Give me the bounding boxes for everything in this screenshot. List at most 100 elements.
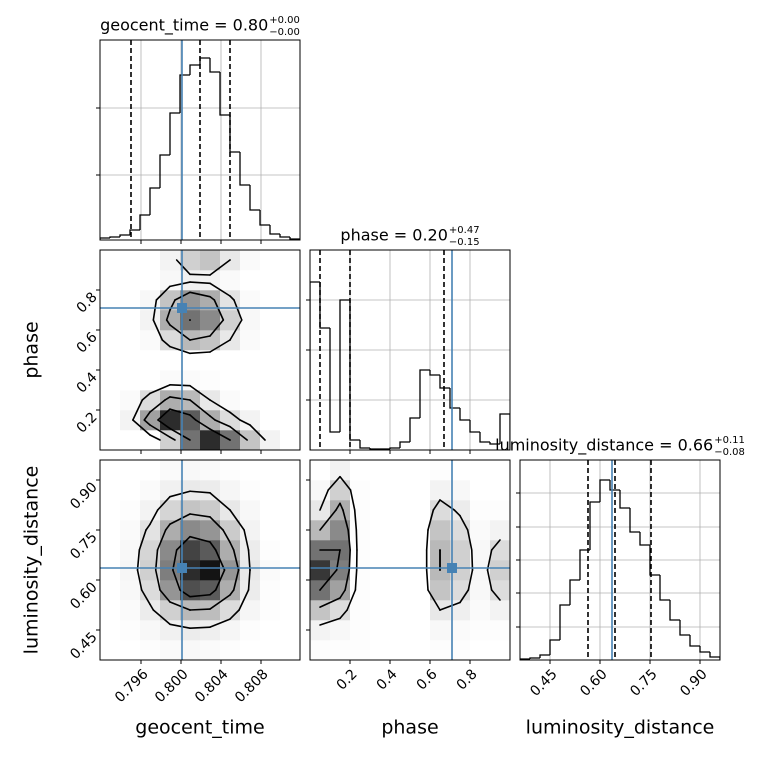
density-cell (120, 330, 141, 351)
density-cell (120, 560, 141, 581)
contour-segment (209, 415, 216, 421)
density-cell (140, 480, 161, 501)
panel: geocent_time = 0.80 +0.00−0.00 (96, 15, 301, 244)
contour-segment (189, 593, 211, 598)
x-tick-label: 0.8 (454, 666, 481, 693)
density-cell (100, 390, 121, 411)
contour-segment (169, 513, 191, 525)
density-cell (120, 310, 141, 331)
density-cell (280, 580, 300, 601)
contour-segment (189, 291, 211, 298)
density-cell (490, 480, 510, 501)
density-cell (220, 600, 241, 621)
density-cell (390, 520, 411, 541)
histogram-step (100, 237, 110, 240)
contour-segment (432, 499, 441, 511)
contour-segment (149, 434, 161, 441)
contour-segment (339, 475, 352, 491)
panel-frame (309, 459, 511, 661)
density-cell (200, 430, 221, 450)
panel-frame (99, 249, 301, 451)
density-cell (200, 480, 221, 501)
density-cell (140, 540, 161, 561)
density-cell (470, 500, 491, 521)
contour-segment (132, 419, 151, 436)
density-cell (200, 540, 221, 561)
density-cell (260, 540, 281, 561)
density-cell (140, 460, 161, 481)
density-cell (260, 640, 281, 660)
density-cell (120, 370, 141, 391)
contour-segment (157, 419, 171, 430)
histogram-step (599, 479, 610, 502)
contour-segment (189, 273, 211, 276)
density-cell (390, 640, 411, 660)
contour-segment (155, 285, 171, 301)
density-cell (260, 600, 281, 621)
y-axis-label: luminosity_distance (21, 466, 43, 655)
histogram-step (529, 657, 540, 659)
density-cell (260, 430, 281, 450)
density-cell (490, 640, 510, 660)
contour-segment (138, 529, 147, 551)
x-tick-label: 0.800 (152, 666, 192, 706)
histogram-step (179, 74, 190, 113)
density-cell (100, 560, 121, 581)
density-cell (370, 500, 391, 521)
density-cell (120, 600, 141, 621)
density-cell (220, 350, 241, 371)
contour-segment (209, 541, 217, 551)
contour-segment (154, 549, 159, 571)
contour-segment (209, 399, 231, 414)
title-upper-error: +0.11 (714, 435, 745, 446)
x-tick-label: 0.4 (374, 666, 401, 693)
histogram-step (589, 501, 600, 550)
density-cell (350, 600, 371, 621)
density-cell (120, 640, 141, 660)
density-cell (240, 500, 261, 521)
contour-segment (347, 529, 351, 551)
y-tick-label: 0.8 (74, 289, 101, 316)
density-cell (220, 520, 241, 541)
contour-segment (229, 609, 240, 620)
density-cell (180, 250, 201, 271)
contour-segment (319, 617, 341, 626)
histogram-step (489, 442, 500, 445)
title-lower-error: −0.00 (269, 27, 300, 38)
density-cell (330, 520, 351, 541)
density-cell (140, 560, 161, 581)
density-cell (200, 370, 221, 391)
contour-segment (169, 490, 191, 498)
histogram-step (259, 210, 270, 226)
contour-segment (152, 299, 158, 321)
x-tick-label: 0.90 (677, 666, 710, 699)
density-cell (370, 580, 391, 601)
contour-segment (490, 589, 501, 601)
density-cell (410, 480, 431, 501)
density-cell (490, 620, 510, 641)
contour-segment (339, 609, 348, 620)
histogram-step (349, 300, 360, 441)
contour-segment (157, 408, 171, 421)
density-cell (200, 460, 221, 481)
contour-segment (149, 509, 159, 526)
density-cell (100, 620, 121, 641)
contour-segment (209, 594, 231, 610)
density-cell (490, 600, 510, 621)
density-cell (160, 350, 181, 371)
density-cell (260, 250, 281, 271)
density-cell (140, 370, 161, 391)
density-cell (350, 520, 371, 541)
histogram-step (639, 532, 650, 546)
x-tick-label: 0.808 (232, 666, 272, 706)
density-cell (240, 580, 261, 601)
panel: 0.2 0.4 0.6 0.8 phase (21, 249, 301, 454)
density-cell (470, 480, 491, 501)
density-cell (490, 460, 510, 481)
density-cell (220, 480, 241, 501)
density-cell (410, 640, 431, 660)
histogram-step (539, 654, 550, 658)
density-cell (180, 270, 201, 291)
histogram-step (169, 112, 180, 155)
density-cell (390, 560, 411, 581)
